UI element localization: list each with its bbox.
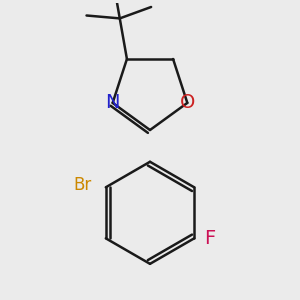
Text: Br: Br bbox=[74, 176, 92, 194]
Text: F: F bbox=[204, 229, 215, 248]
Text: O: O bbox=[180, 93, 195, 112]
Text: N: N bbox=[105, 93, 120, 112]
